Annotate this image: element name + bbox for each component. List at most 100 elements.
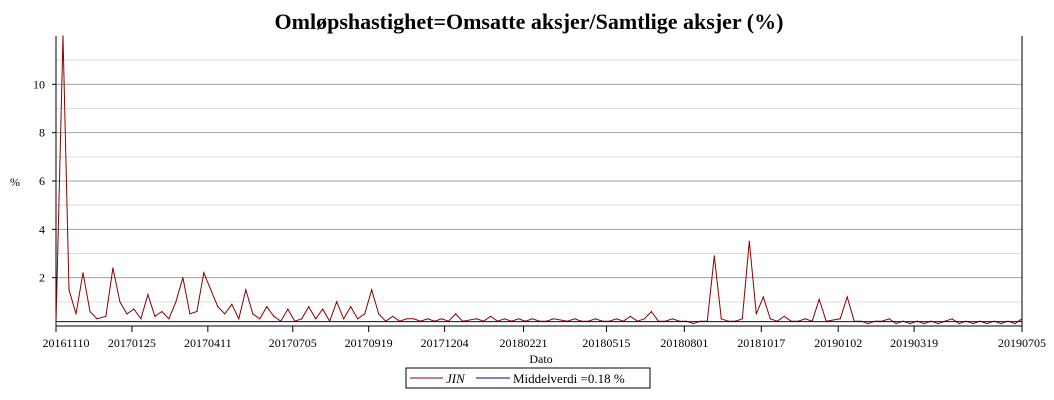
- data-point: [112, 267, 114, 269]
- data-point: [1021, 318, 1023, 320]
- x-tick-label: 20180221: [500, 336, 548, 350]
- data-point: [573, 318, 576, 320]
- x-tick-label: 20170705: [269, 336, 317, 350]
- data-point: [273, 315, 275, 317]
- gridlines: [56, 59, 1022, 303]
- data-point: [196, 310, 198, 313]
- y-tick-labels: 2 4 6 8 10: [33, 77, 56, 285]
- data-point: [203, 272, 205, 274]
- data-point: [888, 318, 890, 320]
- y-tick-label: 6: [39, 174, 45, 188]
- data-point: [357, 318, 359, 320]
- data-point: [350, 306, 352, 308]
- data-point: [552, 318, 555, 320]
- data-point: [406, 318, 408, 320]
- data-point: [1000, 323, 1002, 325]
- data-point: [378, 313, 380, 315]
- data-point: [336, 301, 338, 303]
- data-point: [804, 318, 806, 320]
- data-point: [937, 323, 939, 325]
- x-tick-label: 20190319: [890, 336, 938, 350]
- data-point: [245, 289, 247, 291]
- data-point: [671, 318, 674, 320]
- x-tick-label: 20180515: [582, 336, 630, 350]
- data-point: [96, 318, 98, 320]
- y-tick-label: 2: [39, 271, 45, 285]
- data-point: [287, 308, 289, 310]
- data-point: [427, 318, 429, 320]
- data-point: [68, 289, 70, 291]
- data-point: [322, 308, 324, 310]
- data-point: [839, 318, 841, 320]
- data-point: [89, 310, 91, 313]
- data-point: [147, 294, 149, 296]
- data-point: [175, 301, 177, 303]
- data-point: [1014, 323, 1016, 325]
- data-point: [692, 323, 694, 325]
- data-point: [119, 301, 121, 303]
- data-point: [224, 313, 226, 315]
- legend-box: [405, 367, 651, 389]
- y-tick-label: 8: [39, 126, 45, 140]
- data-point: [140, 318, 142, 320]
- data-point: [301, 318, 303, 320]
- data-point: [951, 318, 953, 320]
- data-point: [455, 313, 457, 315]
- chart-title: Omløpshastighet=Omsatte aksjer/Samtlige …: [275, 9, 784, 34]
- data-point: [867, 323, 869, 325]
- data-point: [371, 289, 373, 291]
- data-point: [895, 323, 897, 325]
- x-tick-label: 20190705: [998, 336, 1046, 350]
- data-point: [720, 318, 722, 320]
- data-point: [846, 296, 848, 298]
- x-tick-label: 20170125: [108, 336, 156, 350]
- series-line-1: [55, 35, 1023, 325]
- data-point: [769, 318, 771, 320]
- data-point: [105, 315, 107, 317]
- data-point: [517, 318, 520, 320]
- x-tick-label: 20170411: [184, 336, 232, 350]
- data-point: [126, 313, 128, 315]
- data-point: [958, 323, 960, 325]
- data-point: [168, 318, 170, 320]
- data-point: [1021, 321, 1023, 323]
- data-point: [476, 318, 478, 320]
- series-lines: [55, 35, 1023, 325]
- data-point: [650, 310, 653, 313]
- data-point: [154, 315, 156, 317]
- data-point: [55, 323, 57, 325]
- data-point: [909, 323, 911, 325]
- y-axis-label: %: [10, 175, 20, 189]
- data-point: [972, 323, 974, 325]
- x-tick-label: 20171204: [421, 336, 469, 350]
- data-point: [923, 323, 925, 325]
- data-point: [818, 298, 820, 300]
- data-point: [55, 321, 57, 323]
- data-point: [490, 315, 492, 317]
- data-point: [503, 318, 506, 320]
- data-point: [643, 318, 646, 320]
- data-point: [133, 308, 135, 310]
- x-tick-labels: 20161110 20170125 20170411 20170705 20170919…: [42, 326, 1046, 350]
- data-point: [364, 313, 366, 315]
- data-point: [308, 306, 310, 308]
- data-point: [161, 310, 163, 313]
- y-tick-label: 4: [39, 222, 45, 236]
- x-tick-label: 20190102: [814, 336, 862, 350]
- data-point: [713, 255, 715, 257]
- data-point: [75, 313, 77, 315]
- legend-label-series-1: JIN: [446, 371, 466, 386]
- data-point: [266, 306, 268, 308]
- data-point: [238, 318, 240, 320]
- x-axis-label: Dato: [529, 352, 552, 366]
- data-point: [82, 272, 84, 274]
- data-point: [252, 313, 254, 315]
- data-point: [531, 318, 534, 320]
- data-point: [315, 318, 317, 320]
- x-tick-label: 20181017: [737, 336, 785, 350]
- data-point: [755, 313, 757, 315]
- data-point: [594, 318, 597, 320]
- data-point: [392, 315, 394, 317]
- data-point: [986, 323, 988, 325]
